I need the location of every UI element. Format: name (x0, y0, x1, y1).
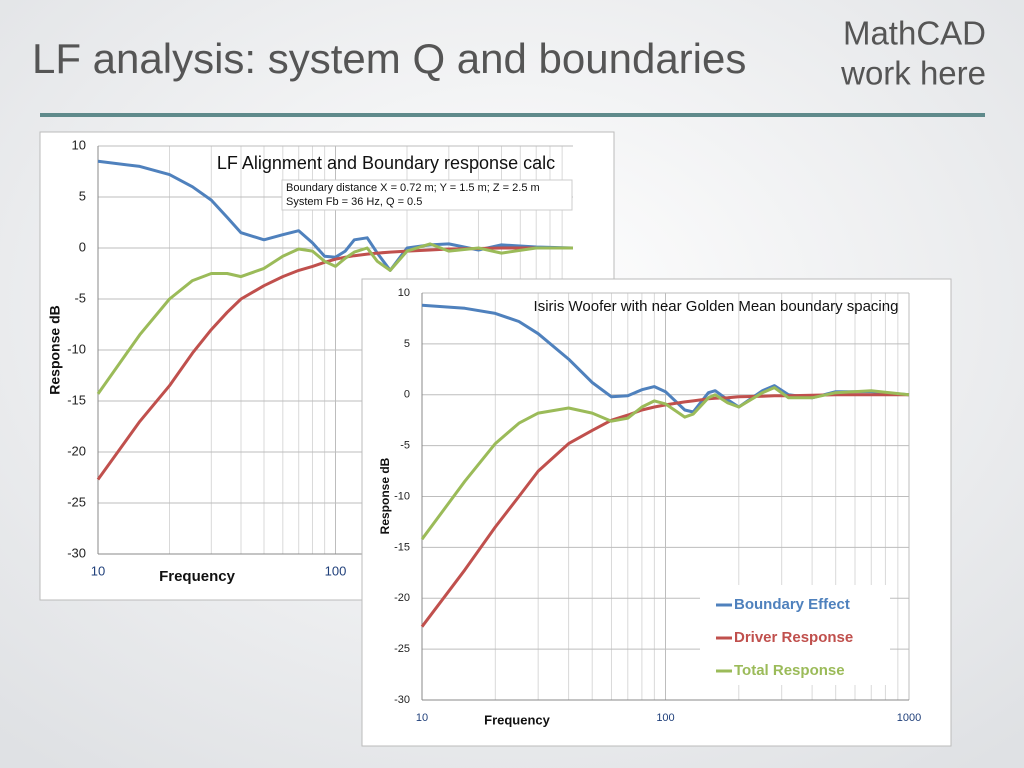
title-rule (40, 113, 985, 117)
legend-label: Total Response (734, 662, 845, 679)
y-tick-label: -20 (67, 443, 86, 458)
series-line (420, 386, 910, 541)
chart-title: Isiris Woofer with near Golden Mean boun… (534, 298, 899, 315)
x-tick-label: 100 (325, 563, 347, 578)
x-tick-label: 1000 (897, 712, 921, 724)
y-tick-label: -30 (394, 694, 410, 706)
series-line (97, 159, 574, 272)
y-tick-label: -20 (394, 592, 410, 604)
legend-box (700, 585, 890, 685)
chart-title: LF Alignment and Boundary response calc (217, 153, 555, 173)
y-tick-label: -10 (67, 341, 86, 356)
slide-note: work here (840, 55, 986, 92)
slide-note: MathCAD (843, 15, 986, 52)
y-tick-label: -5 (400, 440, 410, 452)
y-tick-label: 10 (72, 137, 86, 152)
y-axis-label: Response dB (378, 457, 392, 534)
y-tick-label: 5 (79, 188, 86, 203)
annotation: Boundary distance X = 0.72 m; Y = 1.5 m;… (286, 182, 540, 194)
series-line (96, 246, 573, 481)
legend-label: Boundary Effect (734, 596, 850, 613)
y-tick-label: -15 (394, 541, 410, 553)
y-tick-label: -15 (67, 392, 86, 407)
y-tick-label: -25 (394, 643, 410, 655)
series-line (96, 242, 573, 395)
legend-label: Driver Response (734, 629, 853, 646)
annotation: System Fb = 36 Hz, Q = 0.5 (286, 196, 422, 208)
x-tick-label: 10 (91, 563, 105, 578)
y-tick-label: -25 (67, 494, 86, 509)
y-tick-label: 10 (398, 287, 410, 299)
x-tick-label: 10 (416, 712, 428, 724)
y-axis-label: Response dB (47, 305, 63, 394)
y-tick-label: 0 (404, 389, 410, 401)
series-line (420, 393, 909, 628)
y-tick-label: -10 (394, 490, 410, 502)
x-axis-label: Frequency (159, 568, 236, 585)
y-tick-label: -5 (74, 290, 86, 305)
x-axis-label: Frequency (484, 712, 551, 727)
y-tick-label: -30 (67, 545, 86, 560)
slide-title: LF analysis: system Q and boundaries (32, 35, 746, 82)
y-tick-label: 5 (404, 338, 410, 350)
y-tick-label: 0 (79, 239, 86, 254)
annotation-box (281, 179, 573, 211)
x-tick-label: 100 (656, 712, 674, 724)
